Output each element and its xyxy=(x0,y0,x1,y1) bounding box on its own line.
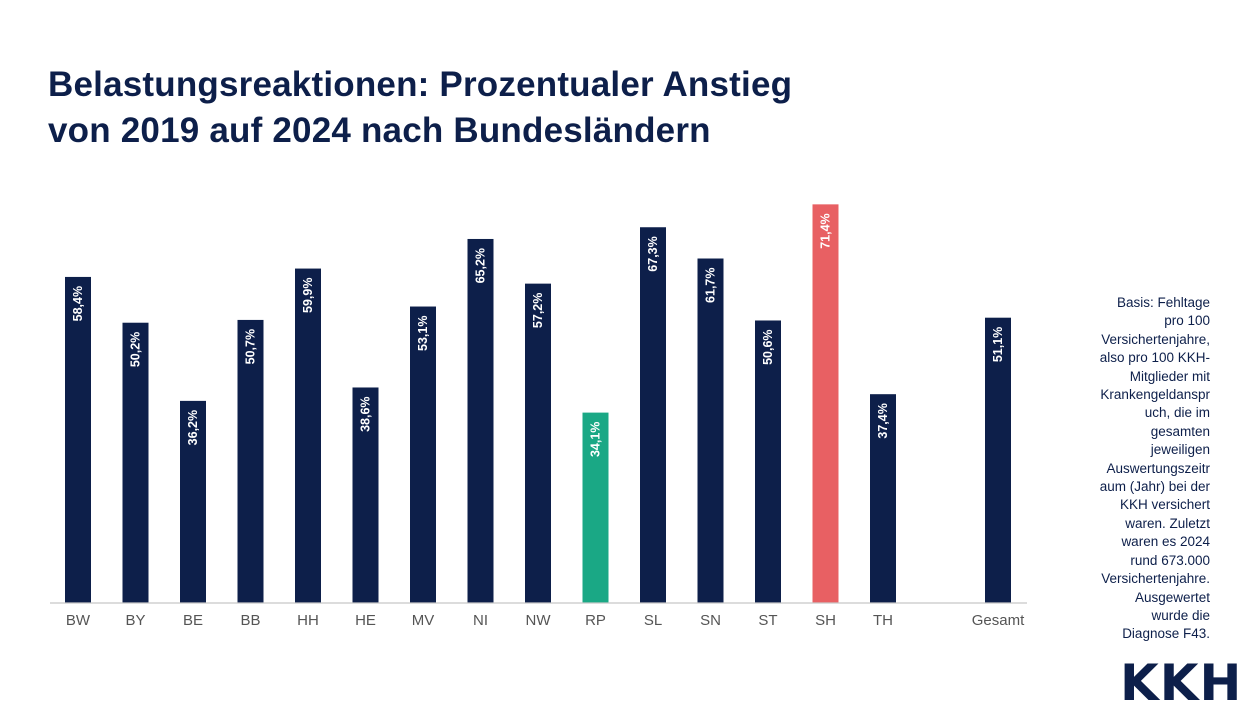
value-label-ni: 65,2% xyxy=(474,248,488,283)
tick-label-be: BE xyxy=(183,612,203,629)
tick-label-bb: BB xyxy=(240,612,260,629)
bar-sl xyxy=(640,227,666,603)
x-tick-labels: BW BY BE BB HH HE MV NI NW RP SL SN ST SH TH Gesamt xyxy=(66,612,1025,629)
value-label-nw: 57,2% xyxy=(531,293,545,328)
tick-label-sh: SH xyxy=(815,612,836,629)
title-line-1: Belastungsreaktionen: Prozentualer Ansti… xyxy=(48,65,793,104)
value-label-gesamt: 51,1% xyxy=(991,327,1005,362)
bar-mv xyxy=(410,306,436,603)
value-label-mv: 53,1% xyxy=(416,316,430,351)
value-label-th: 37,4% xyxy=(876,403,890,438)
footnote-basis: Basis: Fehltage pro 100 Versichertenjahr… xyxy=(1099,295,1210,642)
tick-label-sn: SN xyxy=(700,612,721,629)
tick-label-gesamt: Gesamt xyxy=(972,612,1025,629)
bar-sh xyxy=(812,204,839,603)
value-label-st: 50,6% xyxy=(761,329,775,364)
value-label-bw: 58,4% xyxy=(71,286,85,321)
value-label-sh: 71,4% xyxy=(819,213,833,248)
value-label-by: 50,2% xyxy=(129,332,143,367)
title-line-2: von 2019 auf 2024 nach Bundesländern xyxy=(48,111,711,150)
bar-he xyxy=(352,387,379,603)
bar-be xyxy=(180,400,206,603)
tick-label-mv: MV xyxy=(412,612,435,629)
value-label-be: 36,2% xyxy=(186,410,200,445)
bar-nw xyxy=(525,283,551,603)
tick-label-he: HE xyxy=(355,612,376,629)
tick-label-th: TH xyxy=(873,612,893,629)
value-label-sn: 61,7% xyxy=(704,268,718,303)
bar-hh xyxy=(295,268,321,603)
bar-bw xyxy=(65,276,91,603)
tick-label-rp: RP xyxy=(585,612,606,629)
bars-group: 58,4% 50,2% 36,2% 50,7% 59,9% 38,6% 53,1% 65,2%… xyxy=(65,204,1011,603)
tick-label-ni: NI xyxy=(473,612,488,629)
tick-label-hh: HH xyxy=(297,612,319,629)
bar-st xyxy=(755,320,781,603)
bar-gesamt xyxy=(985,317,1011,603)
value-label-he: 38,6% xyxy=(359,396,373,431)
tick-label-by: BY xyxy=(125,612,145,629)
bar-sn xyxy=(697,258,724,603)
bar-bb xyxy=(237,319,264,603)
chart-title: Belastungsreaktionen: Prozentualer Ansti… xyxy=(48,62,792,154)
value-label-rp: 34,1% xyxy=(589,422,603,457)
value-label-hh: 59,9% xyxy=(301,278,315,313)
tick-label-bw: BW xyxy=(66,612,91,629)
value-label-bb: 50,7% xyxy=(244,329,258,364)
kkh-logo: KKH xyxy=(1120,654,1243,712)
bar-th xyxy=(870,394,896,603)
tick-label-st: ST xyxy=(758,612,777,629)
tick-label-sl: SL xyxy=(644,612,662,629)
bar-rp xyxy=(582,412,609,603)
value-label-sl: 67,3% xyxy=(646,236,660,271)
tick-label-nw: NW xyxy=(526,612,552,629)
bar-ni xyxy=(467,238,494,603)
bar-by xyxy=(122,322,149,603)
